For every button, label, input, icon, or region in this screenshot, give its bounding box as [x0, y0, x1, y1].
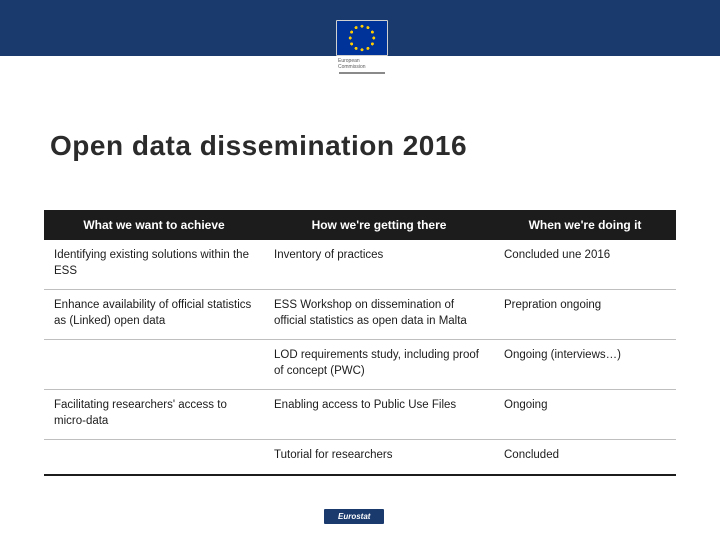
table-row: LOD requirements study, including proof … [44, 340, 676, 390]
cell-when: Ongoing (interviews…) [494, 340, 676, 390]
ec-logo: European Commission [336, 20, 388, 74]
logo-caption: European Commission [336, 58, 388, 70]
table: What we want to achieve How we're gettin… [44, 212, 676, 476]
cell-achieve [44, 440, 264, 475]
logo-underline [339, 72, 385, 74]
cell-achieve: Enhance availability of official statist… [44, 290, 264, 340]
table-row: Facilitating researchers' access to micr… [44, 390, 676, 440]
col-header-achieve: What we want to achieve [44, 212, 264, 239]
cell-when: Prepration ongoing [494, 290, 676, 340]
cell-achieve: Identifying existing solutions within th… [44, 239, 264, 290]
cell-how: LOD requirements study, including proof … [264, 340, 494, 390]
cell-how: Inventory of practices [264, 239, 494, 290]
cell-when: Concluded une 2016 [494, 239, 676, 290]
cell-when: Ongoing [494, 390, 676, 440]
cell-when: Concluded [494, 440, 676, 475]
cell-how: ESS Workshop on dissemination of officia… [264, 290, 494, 340]
cell-achieve [44, 340, 264, 390]
table-row: Identifying existing solutions within th… [44, 239, 676, 290]
col-header-when: When we're doing it [494, 212, 676, 239]
table-header-row: What we want to achieve How we're gettin… [44, 212, 676, 239]
logo-line2: Commission [338, 64, 366, 70]
footer-badge: Eurostat [324, 509, 384, 524]
table-row: Enhance availability of official statist… [44, 290, 676, 340]
slide-container: European Commission Open data disseminat… [0, 0, 720, 540]
cell-how: Enabling access to Public Use Files [264, 390, 494, 440]
cell-how: Tutorial for researchers [264, 440, 494, 475]
eu-flag-icon [336, 20, 388, 56]
content-table: What we want to achieve How we're gettin… [44, 210, 676, 476]
slide-title: Open data dissemination 2016 [50, 130, 467, 162]
col-header-how: How we're getting there [264, 212, 494, 239]
table-row: Tutorial for researchers Concluded [44, 440, 676, 475]
cell-achieve: Facilitating researchers' access to micr… [44, 390, 264, 440]
